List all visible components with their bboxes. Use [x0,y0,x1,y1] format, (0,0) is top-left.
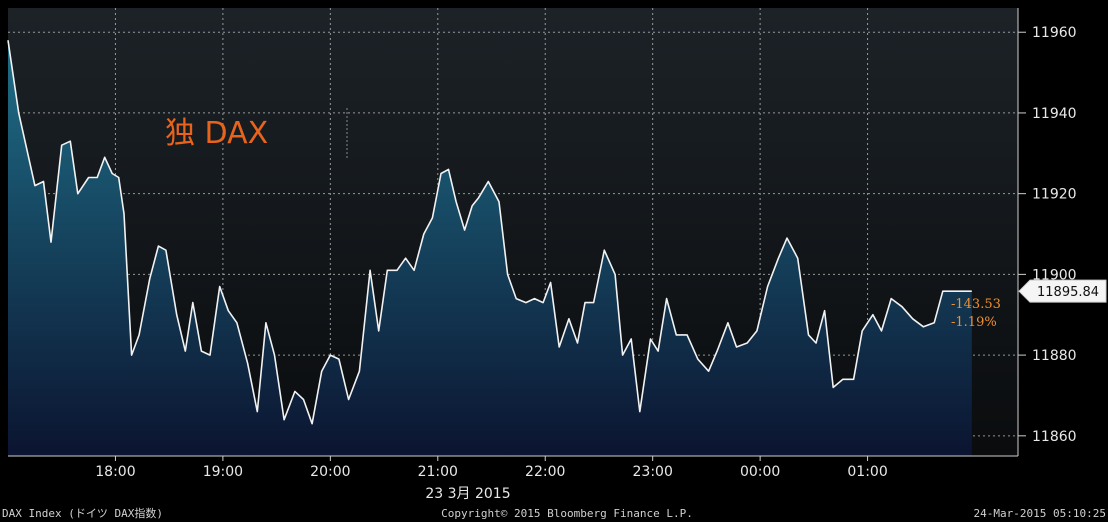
y-tick-label: 11880 [1032,348,1077,364]
y-tick-label: 11960 [1032,25,1077,41]
x-tick-label: 23:00 [633,464,673,480]
y-tick-label: 11940 [1032,106,1077,122]
last-value-label: 11895.84 [1037,285,1099,300]
footer-timestamp: 24-Mar-2015 05:10:25 [974,507,1106,520]
y-tick-label: 11860 [1032,429,1077,445]
chart-annotation: 独 DAX [165,116,268,151]
date-label: 23 3月 2015 [425,486,510,502]
x-tick-label: 20:00 [310,464,350,480]
percent-change-label: -1.19% [951,315,997,330]
series-area [8,40,972,457]
last-value-box [1018,279,1107,303]
last-value-marker: 11895.84 [1018,279,1107,303]
footer-copyright: Copyright© 2015 Bloomberg Finance L.P. [441,507,693,520]
y-axis: 11860 11880 11900 11920 11940 11960 [1018,25,1077,445]
x-axis: 18:00 19:00 20:00 21:00 22:00 23:00 00:00 01:00 [95,456,888,480]
x-tick-label: 00:00 [740,464,780,480]
series-line [7,40,972,425]
x-tick-label: 21:00 [418,464,458,480]
y-tick-label: 11900 [1032,267,1077,283]
net-change-label: -143.53 [951,297,1001,312]
x-tick-label: 18:00 [95,464,135,480]
x-tick-label: 01:00 [847,464,887,480]
x-tick-label: 22:00 [525,464,565,480]
x-tick-label: 19:00 [203,464,243,480]
series-area-layer [7,40,972,457]
footer-security-name: DAX Index (ドイツ DAX指数) [2,506,163,520]
y-tick-label: 11920 [1032,187,1077,203]
